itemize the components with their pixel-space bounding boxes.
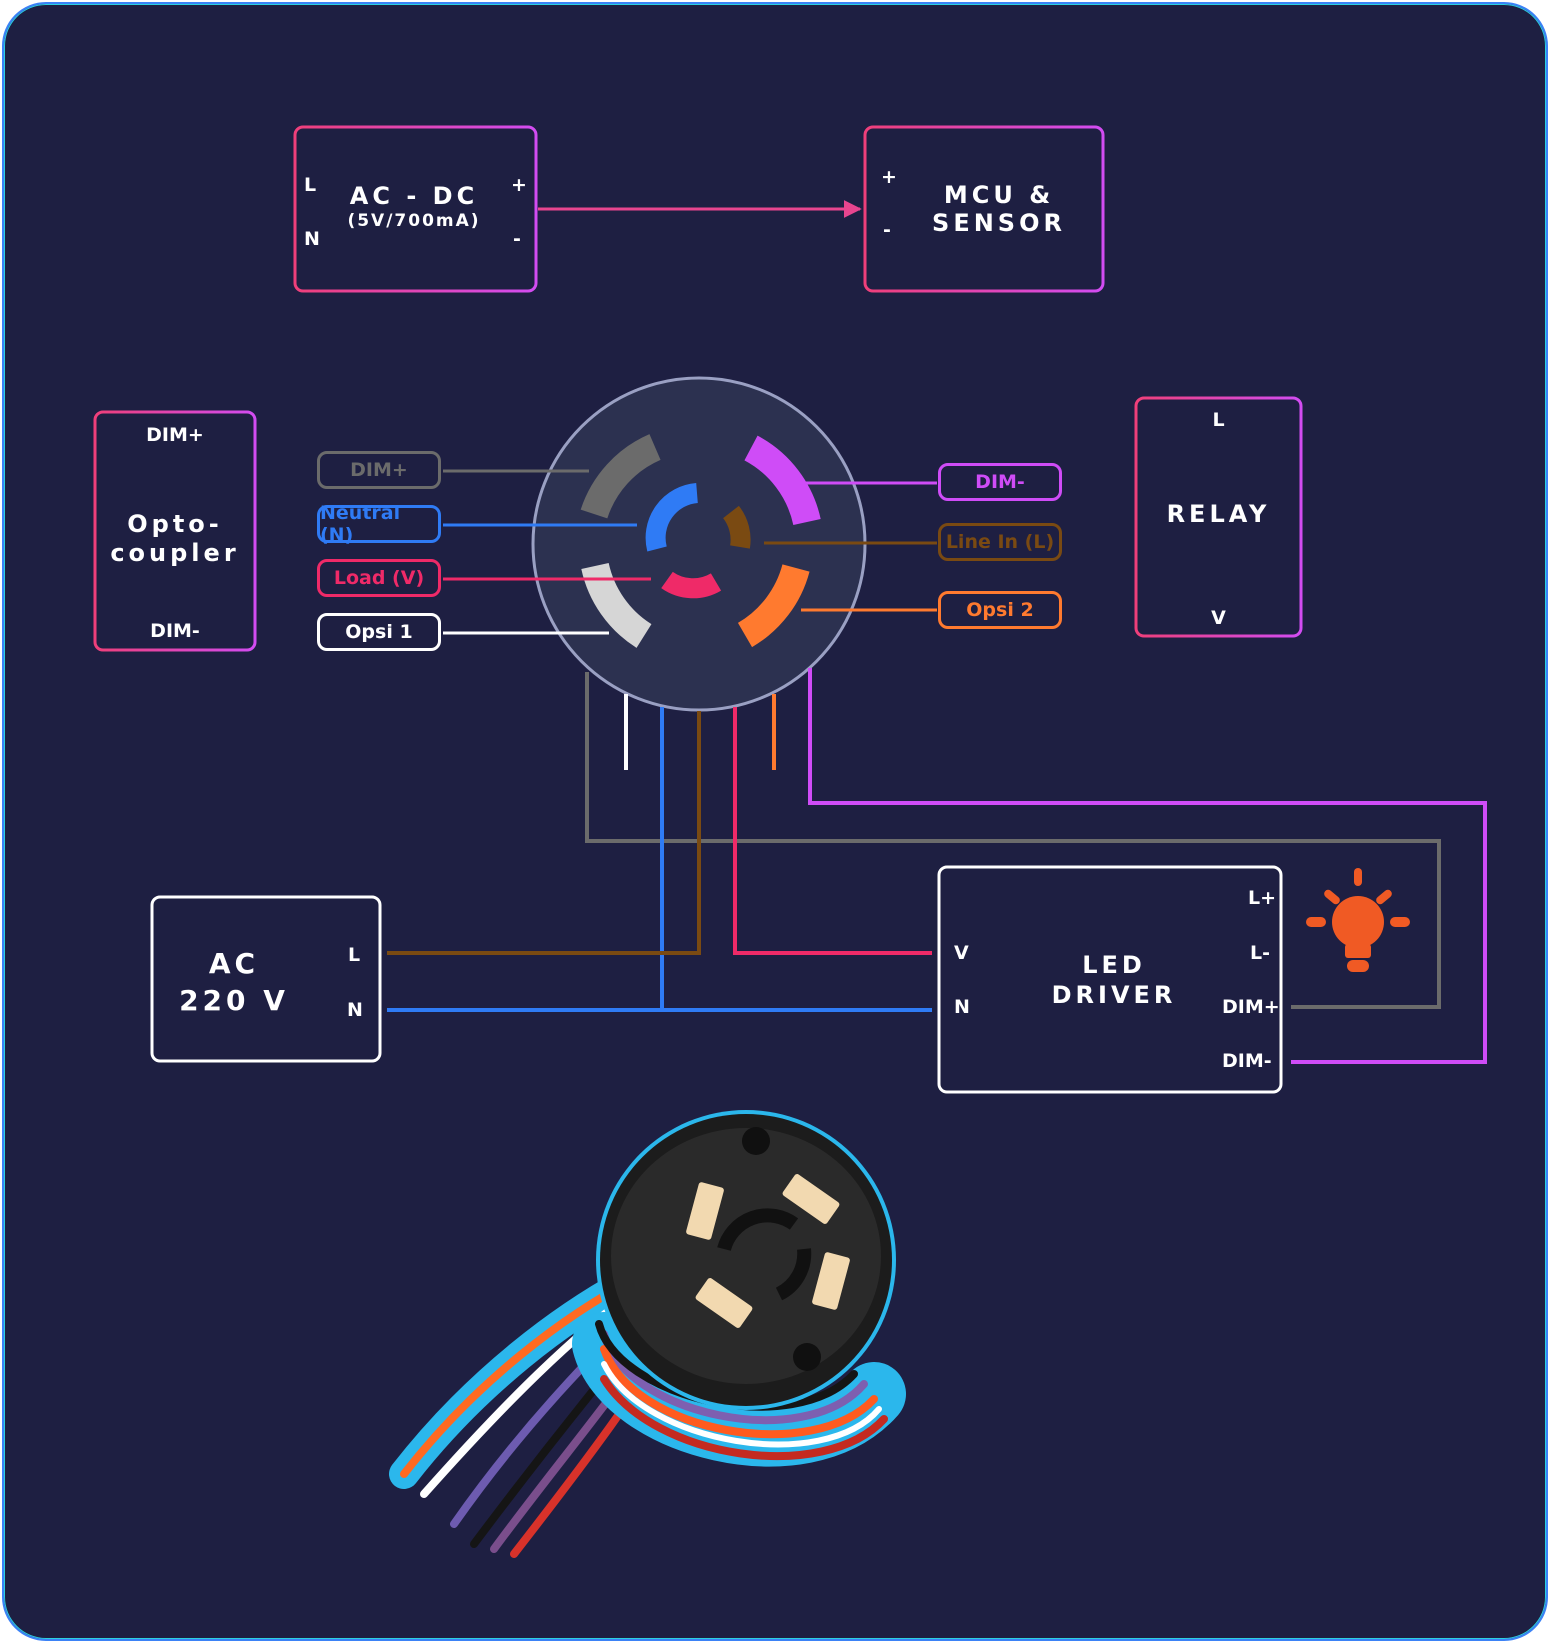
pill-neutral: Neutral (N)	[317, 502, 441, 546]
led-pin-dimplus: DIM+	[1222, 996, 1280, 1018]
opto-pin-bottom: DIM-	[150, 620, 200, 642]
pill-dim-minus: DIM-	[938, 463, 1062, 501]
acdc-pin-plus: +	[511, 174, 527, 196]
acdc-pin-minus: -	[513, 228, 521, 250]
wiring-layer	[93, 125, 1487, 1558]
acdc-pin-l: L	[304, 174, 317, 196]
relay-pin-bottom: V	[1211, 607, 1226, 629]
bulb-icon	[1306, 868, 1410, 972]
mcu-pin-plus: +	[881, 166, 897, 188]
led-pin-n: N	[954, 996, 970, 1018]
mcu-title: MCU & SENSOR	[932, 181, 1066, 237]
opto-pin-top: DIM+	[146, 424, 204, 446]
relay-pin-top: L	[1212, 409, 1225, 431]
socket-photo	[389, 1110, 906, 1558]
led-title: LED DRIVER	[1051, 951, 1177, 1009]
pill-dim-plus: DIM+	[317, 451, 441, 489]
opto-title: Opto- coupler	[110, 510, 240, 567]
ac-pin-l: L	[348, 944, 361, 966]
led-pin-lplus: L+	[1248, 887, 1277, 909]
acdc-subtitle: (5V/700mA)	[347, 211, 481, 231]
ac-pin-n: N	[347, 999, 363, 1021]
pill-opsi2: Opsi 2	[938, 591, 1062, 629]
pill-opsi1: Opsi 1	[317, 613, 441, 651]
pill-load: Load (V)	[317, 559, 441, 597]
pill-line-in: Line In (L)	[938, 523, 1062, 561]
relay-title: RELAY	[1166, 500, 1271, 528]
mcu-pin-minus: -	[883, 219, 891, 241]
ac-title: AC 220 V	[179, 947, 289, 1017]
acdc-pin-n: N	[304, 228, 320, 250]
led-pin-v: V	[954, 942, 969, 964]
led-pin-dimminus: DIM-	[1222, 1050, 1272, 1072]
led-pin-lminus: L-	[1250, 942, 1270, 964]
acdc-title: AC - DC	[349, 182, 479, 210]
